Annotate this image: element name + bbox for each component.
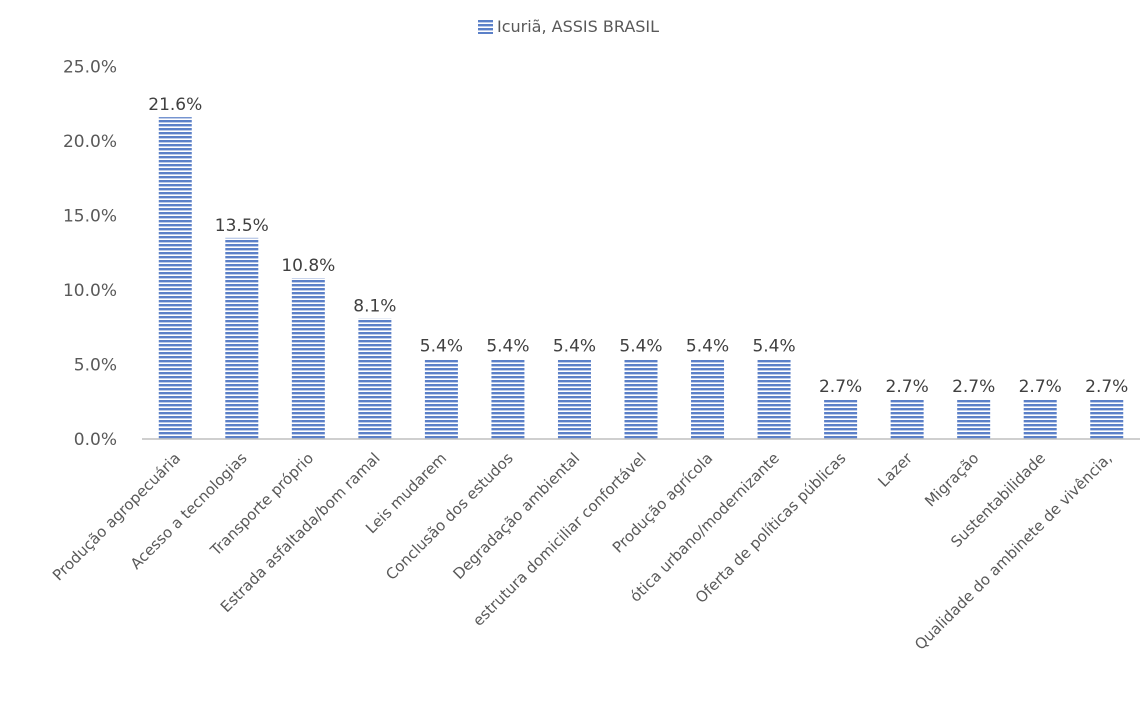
bar: [358, 318, 392, 439]
data-label: 2.7%: [1019, 377, 1062, 397]
bar: [424, 358, 458, 439]
y-tick-label: 5.0%: [74, 356, 117, 376]
y-axis: 0.0% 5.0% 10.0% 15.0% 20.0% 25.0%: [63, 58, 117, 451]
y-tick-label: 20.0%: [63, 132, 117, 152]
x-tick-label: Produção agropecuária: [49, 449, 184, 584]
bars: [158, 117, 1124, 439]
bar: [291, 278, 325, 439]
x-tick-label: Acesso a tecnologias: [127, 449, 251, 573]
data-label: 5.4%: [619, 337, 662, 357]
data-label: 5.4%: [686, 337, 729, 357]
data-label: 2.7%: [1085, 377, 1128, 397]
data-label: 21.6%: [148, 95, 202, 115]
data-label: 5.4%: [420, 337, 463, 357]
y-tick-label: 0.0%: [74, 430, 117, 450]
legend-swatch: [478, 19, 493, 34]
bar: [491, 358, 525, 439]
bar: [957, 398, 991, 439]
legend: Icuriã, ASSIS BRASIL: [478, 17, 659, 36]
x-tick-label: Conclusão dos estudos: [382, 449, 517, 584]
data-label: 10.8%: [281, 256, 335, 276]
data-label: 2.7%: [819, 377, 862, 397]
data-label: 5.4%: [752, 337, 795, 357]
bar: [1023, 398, 1057, 439]
bar: [824, 398, 858, 439]
bar: [557, 358, 591, 439]
data-label: 2.7%: [886, 377, 929, 397]
legend-label: Icuriã, ASSIS BRASIL: [497, 17, 659, 36]
bar: [691, 358, 725, 439]
bar: [624, 358, 658, 439]
x-tick-label: Degradação ambiental: [449, 449, 583, 583]
data-label: 2.7%: [952, 377, 995, 397]
y-tick-label: 10.0%: [63, 281, 117, 301]
bar: [890, 398, 924, 439]
data-label: 5.4%: [553, 337, 596, 357]
x-tick-label: Migração: [921, 449, 982, 510]
x-tick-label: Lazer: [874, 449, 916, 491]
data-label: 8.1%: [353, 296, 396, 316]
data-label: 13.5%: [215, 216, 269, 236]
bar: [1090, 398, 1124, 439]
bar: [158, 117, 192, 439]
data-labels: 21.6% 13.5% 10.8% 8.1% 5.4% 5.4% 5.4% 5.4% 5.4% 5…: [148, 95, 1128, 397]
y-tick-label: 25.0%: [63, 58, 117, 78]
bar: [225, 237, 259, 439]
bar: [757, 358, 791, 439]
data-label: 5.4%: [486, 337, 529, 357]
y-tick-label: 15.0%: [63, 207, 117, 227]
